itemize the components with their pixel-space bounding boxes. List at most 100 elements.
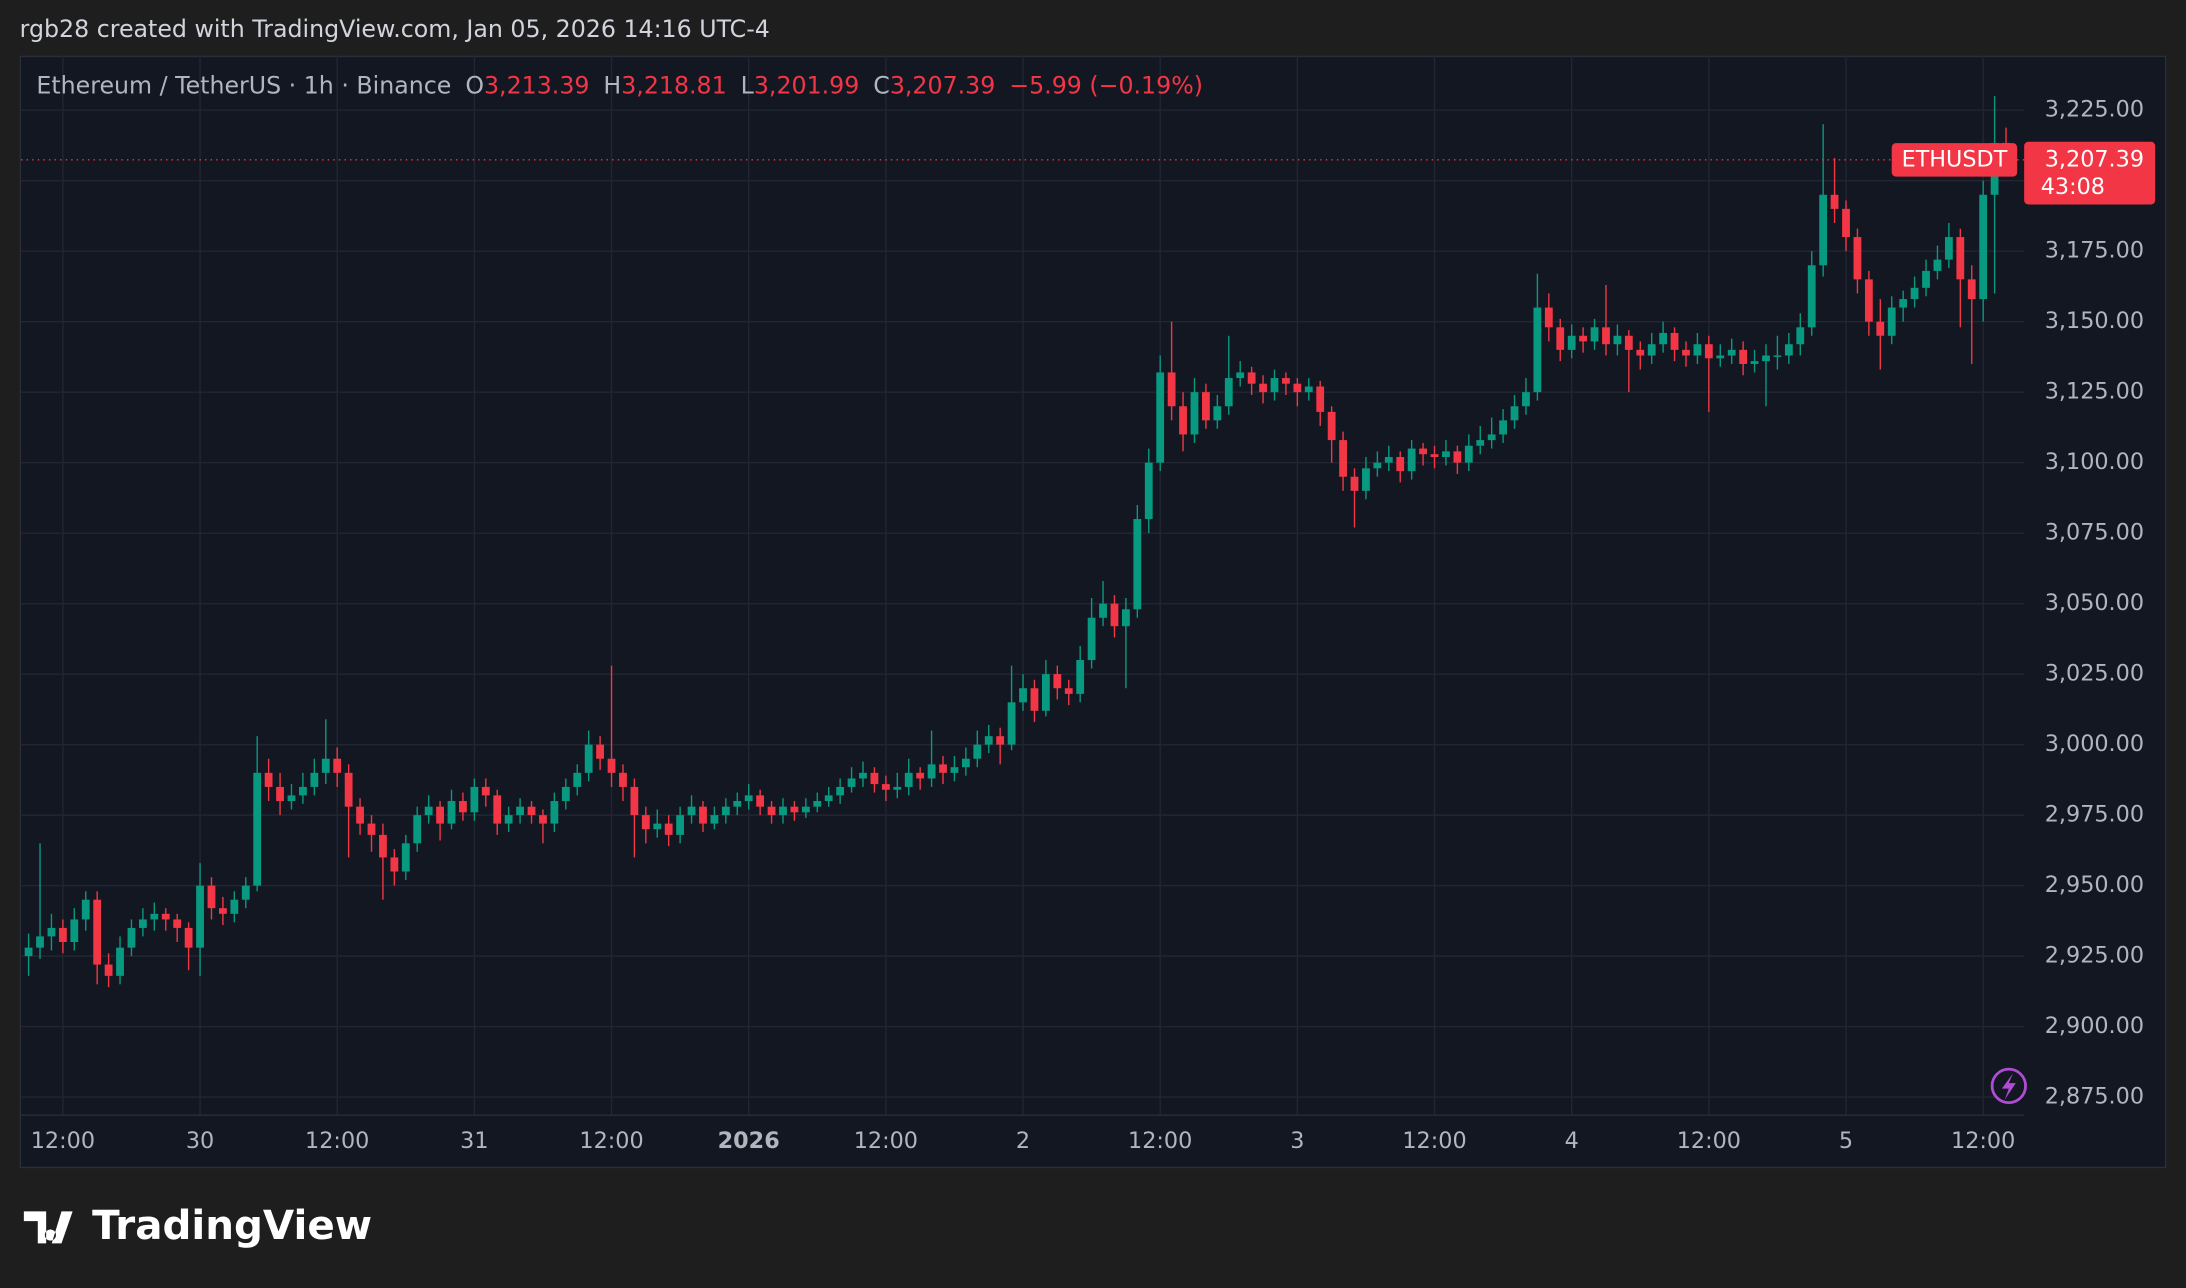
- y-tick-label: 3,125.00: [2045, 379, 2144, 405]
- candle-body: [1807, 265, 1816, 328]
- candle-body: [1704, 344, 1713, 359]
- x-tick-label: 12:00: [1128, 1128, 1192, 1154]
- symbol-tag: ETHUSDT: [1902, 146, 2008, 172]
- candle-body: [333, 758, 342, 773]
- lightning-icon: [1990, 1067, 2027, 1104]
- legend-value: 3,207.39: [890, 71, 995, 99]
- candle-body: [641, 815, 650, 830]
- candle-body: [390, 857, 399, 872]
- x-tick-label: 12:00: [579, 1128, 643, 1154]
- candle-body: [1362, 468, 1370, 491]
- legend-key: L: [741, 71, 755, 99]
- candle-body: [1922, 270, 1930, 288]
- candle-body: [321, 758, 330, 773]
- candle-body: [1476, 440, 1485, 446]
- candle-body: [1510, 406, 1519, 421]
- candle-body: [47, 927, 56, 937]
- candle-body: [904, 772, 913, 787]
- candle-body: [1156, 372, 1165, 463]
- candle-body: [687, 806, 696, 816]
- candle-body: [401, 843, 410, 872]
- candle-body: [253, 772, 262, 886]
- candle-body: [1350, 476, 1359, 491]
- candle-body: [973, 744, 982, 759]
- candle-body: [961, 758, 970, 768]
- candle-body: [1453, 451, 1462, 463]
- legend-key: O: [465, 71, 484, 99]
- candle-body: [1762, 355, 1770, 362]
- x-tick-label: 12:00: [854, 1128, 918, 1154]
- candle-body: [1887, 307, 1896, 336]
- candle-body: [813, 801, 822, 807]
- candle-body: [207, 885, 216, 909]
- candle-body: [721, 806, 730, 816]
- legend-change: −5.99 (−0.19%): [1009, 71, 1203, 99]
- candle-body: [1304, 386, 1313, 393]
- candle-body: [847, 778, 856, 787]
- x-tick-label: 2026: [718, 1128, 780, 1154]
- footer-logo: TradingView: [23, 1201, 372, 1249]
- legend-value: 3,201.99: [754, 71, 859, 99]
- legend-title: Ethereum / TetherUS · 1h · Binance: [36, 71, 451, 99]
- candle-body: [676, 815, 685, 835]
- candle-body: [1933, 259, 1942, 271]
- candle-body: [1293, 383, 1302, 393]
- candle-body: [1682, 349, 1690, 356]
- y-tick-label: 3,100.00: [2045, 449, 2144, 475]
- candle-body: [1179, 406, 1187, 435]
- candle-body: [927, 764, 936, 779]
- candle-body: [699, 806, 707, 824]
- legend-value: 3,213.39: [484, 71, 589, 99]
- x-tick-label: 31: [460, 1128, 488, 1154]
- candle-body: [161, 913, 170, 920]
- last-price-label: 3,207.39: [2045, 146, 2144, 172]
- candle-body: [36, 936, 44, 948]
- legend: Ethereum / TetherUS · 1h · Binance O3,213…: [36, 71, 1203, 99]
- candle-body: [1624, 335, 1633, 350]
- candle-body: [733, 801, 742, 807]
- candle-body: [836, 786, 845, 796]
- candle-body: [1282, 378, 1290, 384]
- candle-body: [1499, 420, 1507, 435]
- candle-body: [1613, 335, 1622, 345]
- candle-body: [607, 758, 616, 773]
- candle-body: [299, 786, 307, 796]
- candle-body: [413, 815, 422, 844]
- candle-body: [1464, 445, 1473, 463]
- candle-body: [801, 806, 810, 813]
- candle-body: [1064, 688, 1073, 694]
- candle-body: [379, 834, 387, 858]
- candle-body: [1739, 349, 1748, 364]
- candle-body: [230, 899, 239, 914]
- candle-body: [173, 919, 182, 928]
- candle-body: [184, 927, 193, 948]
- candle-body: [424, 806, 433, 816]
- y-tick-label: 2,950.00: [2045, 872, 2144, 898]
- candle-body: [984, 736, 993, 745]
- candle-body: [881, 784, 890, 790]
- candle-body: [1659, 332, 1668, 345]
- candle-body: [1864, 279, 1873, 322]
- candle-body: [116, 947, 124, 976]
- candle-body: [1910, 287, 1919, 300]
- x-tick-label: 12:00: [1402, 1128, 1466, 1154]
- candle-body: [1213, 406, 1222, 421]
- chart-panel: [19, 55, 2167, 1169]
- candle-body: [1670, 332, 1679, 350]
- candle-body: [1647, 344, 1656, 356]
- symbol-tag-box: [1891, 143, 2018, 177]
- legend-value: 3,218.81: [621, 71, 726, 99]
- candle-body: [1316, 386, 1325, 412]
- candle-body: [1419, 448, 1427, 455]
- candle-body: [70, 919, 79, 943]
- candle-body: [470, 786, 479, 813]
- candle-body: [1967, 279, 1976, 300]
- candle-body: [1693, 344, 1702, 356]
- candle-body: [127, 927, 136, 948]
- candle-body: [1544, 307, 1553, 328]
- candle-body: [1590, 327, 1599, 342]
- candle-body: [779, 806, 787, 816]
- candle-body: [1876, 321, 1885, 336]
- candle-body: [287, 795, 296, 802]
- candle-body: [24, 947, 33, 957]
